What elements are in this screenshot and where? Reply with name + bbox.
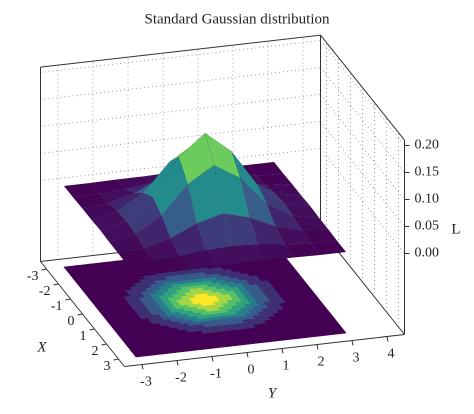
contour-cell [169, 288, 206, 304]
contour-cell [72, 274, 109, 290]
y-tick-label: 2 [318, 355, 325, 370]
y-tick-label: 0 [248, 363, 255, 378]
z-tick-label: 0.15 [415, 165, 440, 180]
contour-cell [98, 271, 136, 287]
surface-patch [126, 260, 163, 277]
y-tick [351, 340, 354, 346]
x-tick-label: -2 [39, 284, 51, 299]
x-tick-label: 3 [104, 359, 111, 374]
contour-cell [230, 293, 268, 309]
contour-cell [160, 277, 197, 293]
surface-patch [231, 244, 268, 264]
y-tick-label: -2 [175, 371, 187, 386]
contour-cell [257, 327, 295, 343]
x-tick-label: -3 [27, 269, 39, 284]
contour-cell [152, 339, 190, 355]
x-tick [101, 343, 107, 346]
grid-line [40, 94, 321, 127]
y-axis [124, 334, 405, 367]
contour-cell [196, 322, 233, 338]
chart-title: Standard Gaussian distribution [145, 11, 330, 27]
x-tick [41, 268, 47, 271]
contour-cell [213, 307, 250, 323]
grid-line [40, 40, 321, 73]
surface-patch [284, 242, 321, 258]
y-tick-label: 4 [388, 347, 395, 362]
contour-cell [283, 324, 321, 340]
contour-cell [248, 316, 286, 332]
x-tick [65, 298, 71, 301]
contour-cell [169, 325, 207, 341]
z-axis-label: L [451, 221, 460, 237]
contour-cell [125, 305, 163, 321]
contour-cell [256, 290, 294, 306]
grid-line [40, 121, 321, 154]
contour-cell [63, 263, 100, 279]
contour-cell [222, 319, 259, 335]
contour-cell [134, 316, 172, 332]
contour-cell [239, 304, 277, 320]
y-tick-label: -1 [210, 367, 222, 382]
y-tick-label: -3 [140, 375, 152, 390]
contour-cell [178, 299, 215, 315]
contour-patch [336, 329, 347, 335]
contour-cell [142, 291, 180, 307]
contour-cell [151, 302, 189, 318]
x-tick [53, 283, 59, 286]
y-tick-label: 3 [353, 351, 360, 366]
y-tick [211, 356, 214, 362]
y-tick [141, 364, 144, 370]
y-tick [246, 352, 249, 358]
grid-line [40, 67, 321, 100]
grid-line [320, 121, 405, 227]
contour-cell [116, 294, 154, 310]
z-tick-label: 0.05 [415, 219, 440, 234]
x-tick-label: -1 [51, 299, 63, 314]
contour-cell [274, 313, 312, 329]
y-tick [176, 360, 179, 366]
contour-cell [126, 342, 163, 358]
y-tick [281, 348, 284, 354]
x-tick [77, 313, 83, 316]
contour-cell [274, 276, 311, 292]
contour-cell [204, 296, 241, 312]
contour-cell [90, 297, 127, 313]
x-axis-label: X [36, 339, 47, 355]
x-tick [89, 328, 95, 331]
contour-cell [292, 298, 329, 314]
grid-line [320, 40, 405, 146]
y-tick [386, 336, 389, 342]
x-tick [113, 358, 119, 361]
contour-cell [89, 260, 127, 276]
contour-cell [283, 287, 320, 303]
z-tick-label: 0.10 [415, 192, 440, 207]
y-tick-label: 1 [283, 359, 290, 374]
grid-line [320, 148, 405, 254]
contour-cell [231, 330, 268, 346]
grid-line [320, 67, 405, 173]
y-tick [316, 344, 319, 350]
x-tick-label: 1 [80, 329, 87, 344]
z-tick-label: 0.20 [415, 138, 440, 153]
contour-cell [310, 321, 347, 337]
contour-cell [186, 274, 223, 290]
contour-cell [107, 283, 145, 299]
contour-cell [221, 282, 259, 298]
contour-cell [143, 328, 181, 344]
y-axis-label: Y [268, 385, 278, 401]
box-edge [320, 34, 405, 141]
grid-line [320, 94, 405, 200]
box-edge [40, 34, 321, 68]
z-tick-label: 0.00 [415, 246, 440, 261]
contour-cell [178, 336, 216, 352]
contour-cell [108, 319, 145, 335]
contour-cell [301, 310, 338, 326]
x-tick-label: 0 [68, 314, 75, 329]
contour-cell [195, 285, 232, 301]
contour-cell [160, 313, 198, 329]
x-tick-label: 2 [92, 344, 99, 359]
contour-cell [265, 265, 302, 281]
